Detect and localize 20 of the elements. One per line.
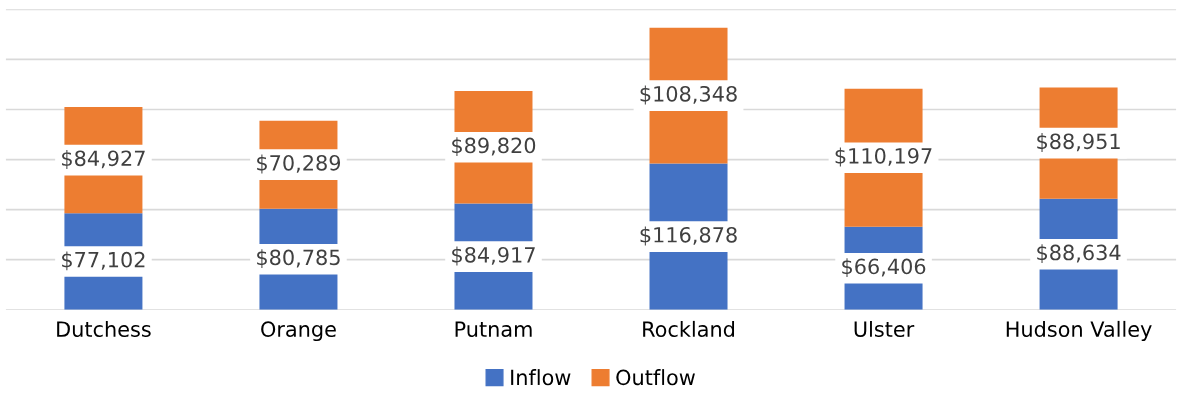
data-label: $110,197 [835, 147, 932, 167]
data-label: $88,951 [1037, 133, 1120, 152]
x-tick-label: Rockland [643, 320, 735, 338]
x-tick-label: Orange [261, 321, 336, 342]
x-tick-label: Hudson Valley [1006, 320, 1152, 342]
legend-label: Outflow [616, 369, 695, 386]
data-label: $70,289 [257, 154, 341, 174]
data-label: $89,820 [452, 137, 536, 157]
data-label: $108,348 [640, 85, 737, 105]
data-label: $77,102 [62, 251, 145, 271]
legend-label: Inflow [511, 369, 571, 386]
data-label: $66,406 [842, 258, 926, 278]
data-label: $80,785 [257, 249, 340, 269]
x-tick-label: Putnam [455, 321, 532, 338]
x-tick-label: Ulster [854, 320, 915, 338]
data-label: $84,927 [62, 150, 145, 169]
x-tick-label: Dutchess [57, 320, 151, 338]
data-label: $88,634 [1037, 244, 1121, 264]
data-label: $84,917 [452, 246, 535, 266]
data-label: $116,878 [640, 226, 737, 246]
